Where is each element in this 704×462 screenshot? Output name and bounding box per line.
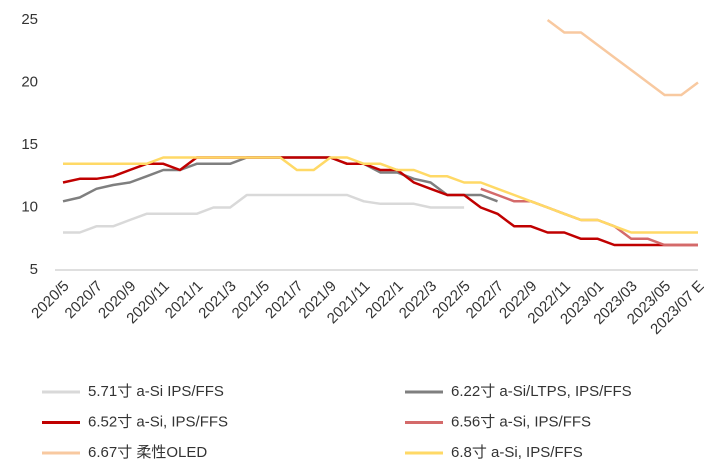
y-tick-label: 25 (21, 11, 38, 28)
y-tick-label: 10 (21, 198, 38, 215)
legend-label: 5.71寸 a-Si IPS/FFS (88, 383, 224, 400)
legend-label: 6.8寸 a-Si, IPS/FFS (451, 444, 583, 461)
legend-label: 6.67寸 柔性OLED (88, 444, 207, 461)
y-tick-label: 5 (30, 261, 38, 278)
legend-label: 6.52寸 a-Si, IPS/FFS (88, 413, 228, 430)
legend-label: 6.56寸 a-Si, IPS/FFS (451, 413, 591, 430)
y-tick-label: 20 (21, 73, 38, 90)
series-line (63, 156, 698, 234)
y-tick-label: 15 (21, 136, 38, 153)
series-line (63, 193, 465, 234)
series-line (546, 18, 699, 97)
series-line (62, 156, 698, 247)
legend-label: 6.22寸 a-Si/LTPS, IPS/FFS (451, 383, 632, 400)
series-line (480, 187, 698, 247)
